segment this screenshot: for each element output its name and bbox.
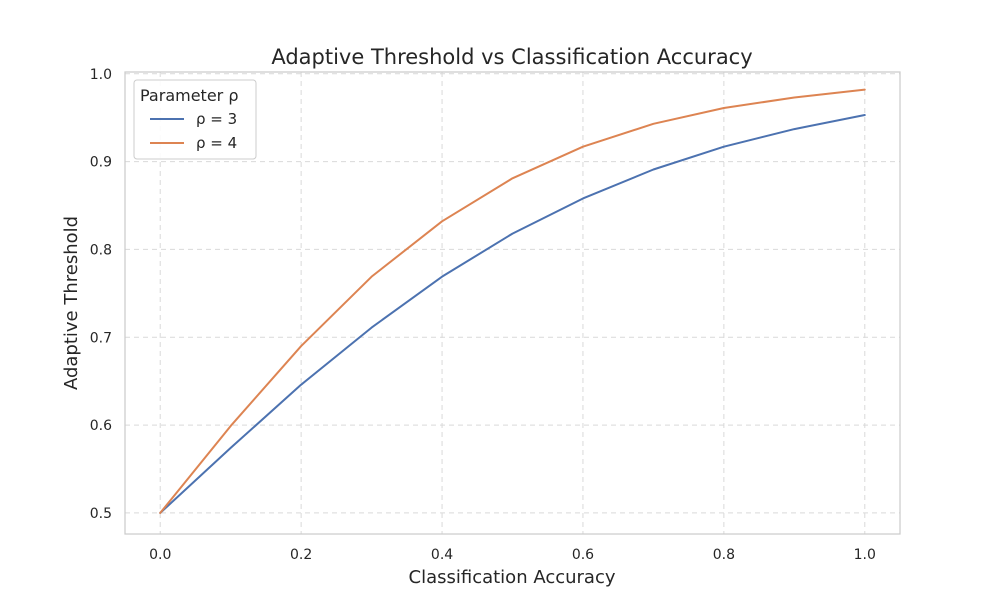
x-tick-label: 0.6 — [572, 547, 594, 563]
y-tick-label: 0.6 — [90, 418, 112, 434]
x-tick-label: 0.4 — [431, 547, 453, 563]
series-line-1 — [159, 114, 866, 514]
y-tick-label: 0.5 — [90, 506, 112, 522]
legend-box — [133, 79, 257, 160]
x-tick-label: 0.8 — [713, 547, 735, 563]
y-tick-label: 0.7 — [90, 330, 112, 346]
x-tick-labels: 0.0 0.2 0.4 0.6 0.8 1.0 — [149, 547, 876, 563]
y-tick-label: 0.8 — [90, 242, 112, 258]
plot-frame — [124, 71, 901, 535]
y-tick-label: 0.9 — [90, 155, 112, 171]
x-tick-label: 0.2 — [290, 547, 312, 563]
legend: Parameter ρ ρ = 3 ρ = 4 — [133, 79, 257, 160]
legend-label: ρ = 3 — [196, 110, 237, 128]
series-line-2 — [159, 88, 866, 514]
legend-title: Parameter ρ — [140, 86, 238, 105]
chart-title: Adaptive Threshold vs Classification Acc… — [271, 45, 752, 69]
y-tick-labels: 0.5 0.6 0.7 0.8 0.9 1.0 — [90, 67, 112, 522]
x-tick-label: 1.0 — [854, 547, 876, 563]
y-axis-label: Adaptive Threshold — [61, 216, 82, 390]
x-tick-label: 0.0 — [149, 547, 171, 563]
y-tick-label: 1.0 — [90, 67, 112, 83]
x-axis-label: Classification Accuracy — [409, 567, 616, 588]
legend-label: ρ = 4 — [196, 134, 237, 152]
series-lines — [159, 88, 866, 514]
